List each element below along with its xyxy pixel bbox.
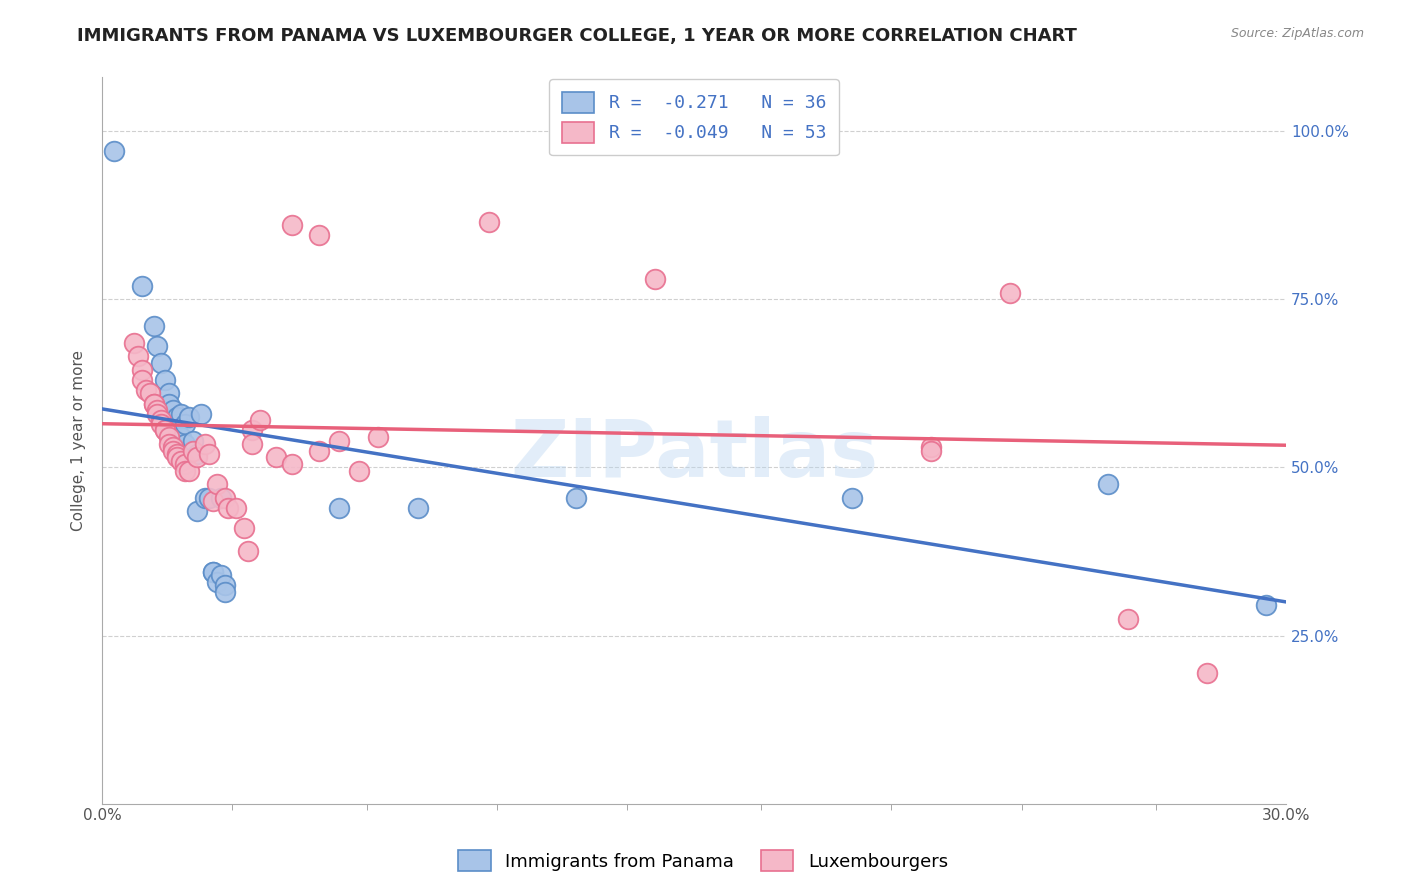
Point [1195,665,1218,680]
Point [240,437,263,451]
Point [920,440,942,454]
Point [205,477,228,491]
Point [146,403,169,417]
Y-axis label: College, 1 year or more: College, 1 year or more [72,350,86,531]
Point [157,386,180,401]
Point [170,407,193,421]
Point [218,500,240,515]
Point [280,457,302,471]
Point [233,521,256,535]
Point [122,336,145,351]
Point [249,413,271,427]
Point [186,447,208,461]
Point [841,491,863,505]
Point [308,228,330,243]
Point [157,430,180,444]
Point [155,373,177,387]
Point [162,440,184,454]
Point [214,584,236,599]
Legend: Immigrants from Panama, Luxembourgers: Immigrants from Panama, Luxembourgers [451,843,955,879]
Point [201,565,224,579]
Point [998,285,1021,300]
Point [186,450,208,465]
Point [155,424,177,438]
Text: Source: ZipAtlas.com: Source: ZipAtlas.com [1230,27,1364,40]
Point [142,396,165,410]
Point [194,437,217,451]
Point [920,443,942,458]
Point [131,363,153,377]
Point [1097,477,1119,491]
Point [186,504,208,518]
Point [194,491,217,505]
Point [135,383,157,397]
Point [1116,612,1139,626]
Point [127,350,149,364]
Point [201,565,224,579]
Text: ZIPatlas: ZIPatlas [510,416,879,494]
Point [157,437,180,451]
Point [162,403,184,417]
Point [166,450,188,465]
Point [146,339,169,353]
Point [1256,599,1278,613]
Point [197,491,219,505]
Legend: R =  -0.271   N = 36, R =  -0.049   N = 53: R = -0.271 N = 36, R = -0.049 N = 53 [550,79,839,155]
Point [150,413,173,427]
Point [155,424,177,438]
Point [146,407,169,421]
Point [214,491,236,505]
Point [166,424,188,438]
Point [131,373,153,387]
Point [280,219,302,233]
Point [131,278,153,293]
Point [214,578,236,592]
Point [142,319,165,334]
Point [150,356,173,370]
Point [177,409,200,424]
Point [142,396,165,410]
Point [174,464,197,478]
Point [177,464,200,478]
Point [328,500,350,515]
Point [170,430,193,444]
Point [157,396,180,410]
Point [205,574,228,589]
Point [644,272,666,286]
Point [174,417,197,431]
Point [166,409,188,424]
Point [209,491,232,505]
Point [197,447,219,461]
Point [264,450,287,465]
Point [564,491,586,505]
Point [103,145,125,159]
Point [209,568,232,582]
Point [308,443,330,458]
Point [174,437,197,451]
Point [162,417,184,431]
Point [238,544,260,558]
Point [347,464,370,478]
Point [478,215,501,229]
Point [190,407,212,421]
Text: IMMIGRANTS FROM PANAMA VS LUXEMBOURGER COLLEGE, 1 YEAR OR MORE CORRELATION CHART: IMMIGRANTS FROM PANAMA VS LUXEMBOURGER C… [77,27,1077,45]
Point [174,457,197,471]
Point [201,494,224,508]
Point [181,443,204,458]
Point [406,500,429,515]
Point [225,500,247,515]
Point [367,430,389,444]
Point [150,417,173,431]
Point [162,443,184,458]
Point [170,453,193,467]
Point [138,386,160,401]
Point [166,447,188,461]
Point [240,424,263,438]
Point [328,434,350,448]
Point [181,434,204,448]
